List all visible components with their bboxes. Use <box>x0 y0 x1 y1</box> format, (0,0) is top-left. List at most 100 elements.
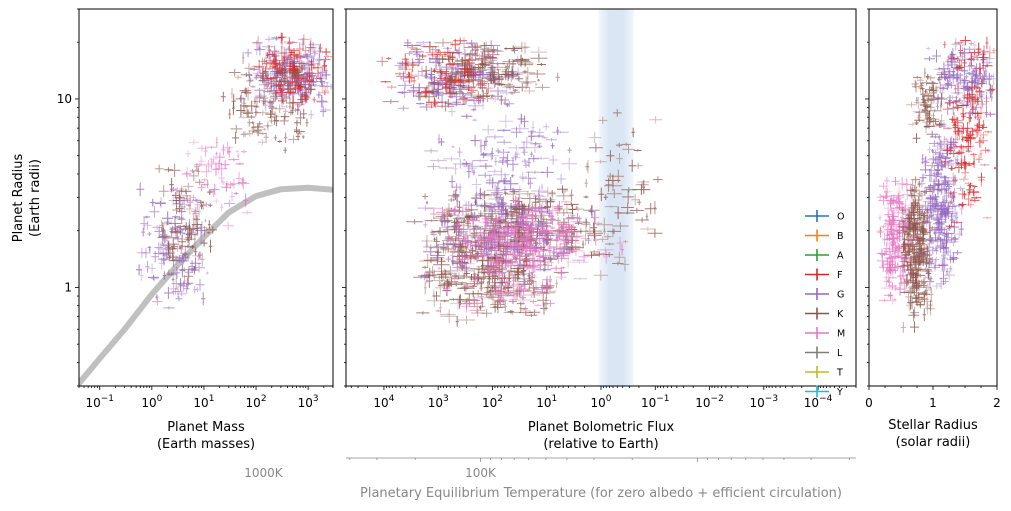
data-point <box>905 289 916 296</box>
legend-label: B <box>837 231 844 242</box>
x-tick-label: 0 <box>865 396 873 410</box>
data-point <box>162 222 172 226</box>
data-point <box>250 85 256 89</box>
data-point <box>919 225 928 237</box>
data-point <box>254 108 257 117</box>
data-point <box>538 233 556 238</box>
data-point <box>456 84 465 87</box>
data-point <box>496 139 512 145</box>
data-point <box>463 158 466 161</box>
data-point <box>469 42 475 46</box>
data-point <box>612 222 629 230</box>
data-point <box>939 86 949 91</box>
data-point <box>537 219 540 224</box>
data-point <box>482 263 496 273</box>
data-point <box>486 232 499 240</box>
data-point <box>463 240 478 249</box>
data-point <box>512 196 519 206</box>
data-point <box>935 178 942 191</box>
data-point <box>480 152 492 156</box>
data-point <box>533 241 542 245</box>
data-point <box>888 206 899 216</box>
data-point <box>228 158 240 162</box>
data-point <box>258 77 268 84</box>
data-point <box>884 222 895 226</box>
data-point <box>508 225 517 236</box>
data-point <box>523 162 529 169</box>
data-point <box>421 272 437 279</box>
data-point <box>510 272 515 277</box>
data-point <box>570 260 589 264</box>
data-point <box>194 168 199 173</box>
data-point <box>503 176 519 191</box>
data-point <box>902 255 909 262</box>
data-point <box>278 32 284 43</box>
data-point <box>503 309 521 315</box>
data-point <box>951 68 956 76</box>
data-point <box>917 191 923 196</box>
data-point <box>514 72 521 76</box>
data-point <box>156 242 166 256</box>
data-point <box>937 175 947 178</box>
data-point <box>942 179 950 184</box>
data-point <box>466 39 478 47</box>
data-point <box>230 87 234 99</box>
data-point <box>278 84 283 93</box>
data-point <box>544 256 558 262</box>
data-point <box>935 216 942 230</box>
data-point <box>889 296 896 305</box>
data-point <box>556 191 571 201</box>
data-point <box>878 226 882 235</box>
data-point <box>909 321 920 333</box>
data-point <box>891 250 898 263</box>
data-point <box>200 166 212 177</box>
data-point <box>173 266 181 279</box>
data-point <box>405 70 418 83</box>
data-point <box>924 125 929 129</box>
data-point <box>403 80 414 83</box>
data-point <box>253 36 263 50</box>
data-point <box>200 203 203 210</box>
data-point <box>962 133 975 143</box>
data-point <box>273 72 277 84</box>
data-point <box>564 202 579 207</box>
data-point <box>928 265 941 270</box>
data-point <box>298 132 303 135</box>
data-point <box>916 196 922 204</box>
data-point <box>251 122 257 133</box>
data-point <box>283 147 288 154</box>
data-point <box>459 254 475 258</box>
data-point <box>951 64 963 72</box>
data-point <box>484 205 495 217</box>
data-point <box>490 94 494 99</box>
data-point <box>556 185 568 194</box>
data-point <box>441 221 454 234</box>
data-point <box>929 125 940 128</box>
data-point <box>505 153 510 168</box>
data-point <box>520 305 531 317</box>
data-point <box>188 139 199 145</box>
data-point <box>900 246 911 259</box>
data-point <box>520 190 535 197</box>
data-point <box>605 252 614 258</box>
data-point <box>937 75 942 84</box>
data-point <box>477 77 487 90</box>
data-point <box>509 240 523 252</box>
data-point <box>937 147 945 151</box>
data-point <box>428 56 431 63</box>
data-point <box>520 115 529 128</box>
data-point <box>506 207 510 218</box>
data-point <box>616 236 624 249</box>
data-point <box>262 44 274 49</box>
data-point <box>479 284 483 292</box>
data-point <box>425 200 428 205</box>
x-tick-label: 101 <box>193 394 214 410</box>
data-point <box>469 232 475 242</box>
data-point <box>455 225 462 232</box>
data-point <box>917 244 926 254</box>
data-point <box>466 298 483 308</box>
data-point <box>948 94 952 107</box>
data-point <box>423 281 427 295</box>
data-point <box>920 283 928 287</box>
data-point <box>550 227 555 230</box>
